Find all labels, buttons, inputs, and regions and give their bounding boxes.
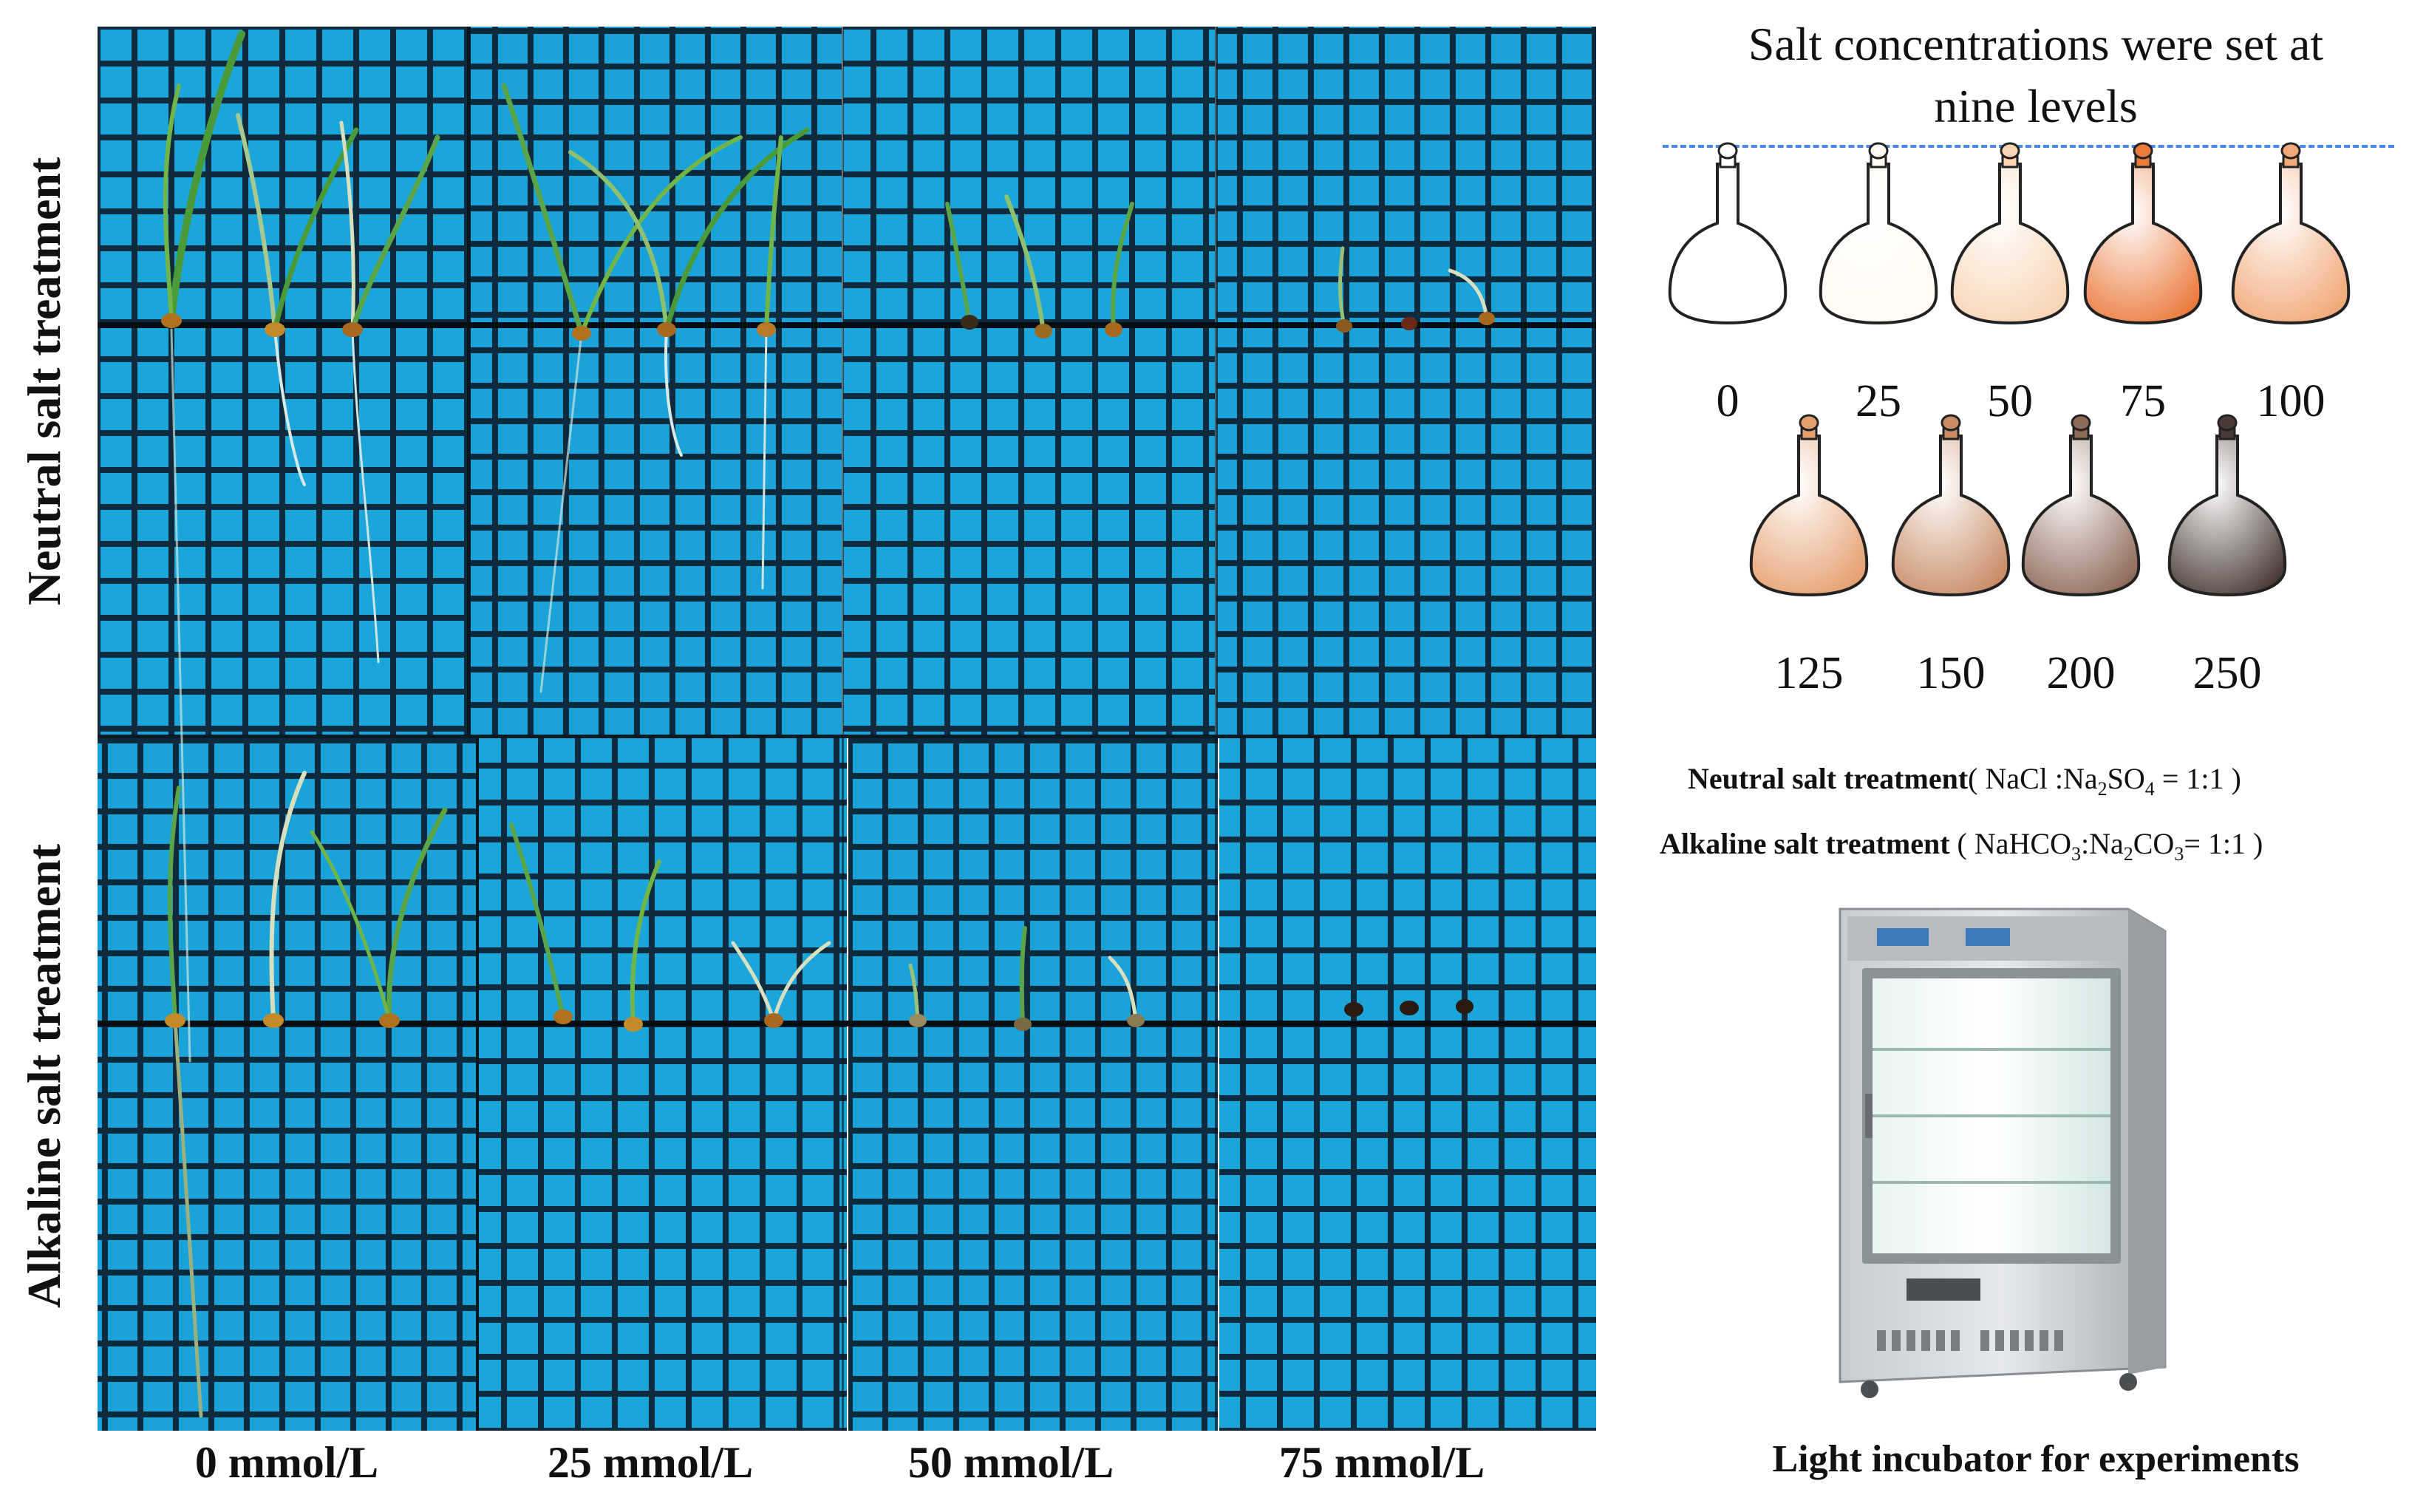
seedlings-alkaline-50 xyxy=(908,926,1145,1031)
level-label: 200 xyxy=(2046,648,2116,698)
panel-neutral-50 xyxy=(843,27,1215,736)
column-label-25: 25 mmol/L xyxy=(547,1438,754,1487)
incubator-caption: Light incubator for experiments xyxy=(1772,1438,2300,1480)
seedlings-alkaline-0 xyxy=(165,771,448,1418)
seedlings-alkaline-25 xyxy=(509,823,831,1032)
level-label: 25 xyxy=(1856,376,1901,426)
panel-alkaline-50 xyxy=(848,738,1218,1431)
formula-subscript: 2 xyxy=(2123,843,2133,865)
panel-alkaline-25 xyxy=(477,738,847,1431)
level-label: 150 xyxy=(1916,648,1986,698)
formula-subscript: 4 xyxy=(2144,778,2155,800)
formula-text: = 1:1 ) xyxy=(2154,762,2241,795)
seedlings-neutral-0 xyxy=(161,30,440,1063)
seedlings-neutral-50 xyxy=(945,194,1134,338)
column-label-50: 50 mmol/L xyxy=(907,1438,1114,1487)
formula-subscript: 2 xyxy=(2097,778,2108,800)
alkaline-treatment-name: Alkaline salt treatment xyxy=(1660,827,1950,860)
seedlings-alkaline-75 xyxy=(1344,999,1473,1017)
level-label: 100 xyxy=(2256,376,2325,426)
panel-alkaline-75 xyxy=(1219,738,1596,1431)
panel-neutral-75 xyxy=(1216,27,1596,736)
level-label: 50 xyxy=(1987,376,2033,426)
light-incubator-image xyxy=(1839,907,2167,1398)
formula-subscript: 3 xyxy=(2071,843,2081,865)
neutral-treatment-formula: Neutral salt treatment( NaCl :Na2SO4 = 1… xyxy=(1688,761,2241,800)
formula-text: SO xyxy=(2107,762,2145,795)
formula-subscript: 3 xyxy=(2174,843,2184,865)
level-label: 250 xyxy=(2192,648,2262,698)
dashed-divider xyxy=(1663,145,2394,148)
column-label-75: 75 mmol/L xyxy=(1278,1438,1485,1487)
volumetric-flask-icon xyxy=(1668,142,1788,325)
alkaline-treatment-formula: Alkaline salt treatment ( NaHCO3:Na2CO3=… xyxy=(1660,826,2263,865)
volumetric-flask-icon xyxy=(1950,142,2070,325)
volumetric-flask-icon xyxy=(2167,414,2287,597)
level-label: 0 xyxy=(1716,376,1740,426)
formula-text: :Na xyxy=(2080,827,2124,860)
volumetric-flask-icon xyxy=(2083,142,2203,325)
formula-text: ( NaCl :Na xyxy=(1968,762,2098,795)
formula-text: CO xyxy=(2133,827,2175,860)
volumetric-flask-icon xyxy=(1819,142,1938,325)
column-label-0: 0 mmol/L xyxy=(194,1438,379,1487)
seedlings-neutral-75 xyxy=(1336,246,1495,333)
seedlings-neutral-25 xyxy=(501,83,810,693)
formula-text: ( NaHCO xyxy=(1949,827,2071,860)
panel-title-line1: Salt concentrations were set at xyxy=(1748,18,2324,70)
panel-alkaline-0 xyxy=(98,738,476,1431)
formula-text: = 1:1 ) xyxy=(2184,827,2263,860)
neutral-treatment-name: Neutral salt treatment xyxy=(1688,762,1969,795)
panel-title: Salt concentrations were set at nine lev… xyxy=(1663,13,2409,137)
level-label: 75 xyxy=(2120,376,2166,426)
volumetric-flask-icon xyxy=(1749,414,1869,597)
level-label: 125 xyxy=(1774,648,1844,698)
panel-title-line2: nine levels xyxy=(1934,80,2138,132)
display-panel xyxy=(1877,928,1929,946)
volumetric-flask-icon xyxy=(2231,142,2351,325)
volumetric-flask-icon xyxy=(2021,414,2141,597)
door-handle xyxy=(1865,1094,1873,1138)
seedling-photo-grid xyxy=(98,27,1596,1431)
volumetric-flask-icon xyxy=(1891,414,2011,597)
